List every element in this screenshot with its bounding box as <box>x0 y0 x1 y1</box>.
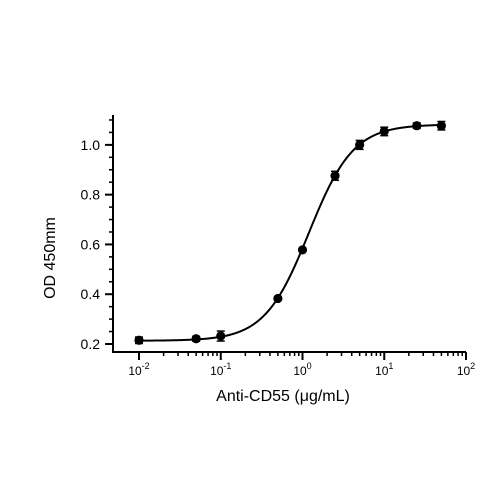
data-point <box>436 120 446 131</box>
data-point <box>330 170 340 181</box>
x-tick-label: 102 <box>457 361 475 378</box>
x-tick-label: 10-1 <box>210 361 231 378</box>
y-tick-label: 0.2 <box>81 336 101 352</box>
data-point <box>412 121 422 131</box>
fit-curve <box>139 124 442 342</box>
data-point <box>216 330 226 342</box>
y-axis-title: OD 450mm <box>42 217 59 299</box>
y-tick-label: 1.0 <box>81 137 101 153</box>
data-points-layer <box>134 120 446 345</box>
y-tick-label: 0.8 <box>81 187 101 203</box>
data-point <box>273 293 283 304</box>
point-marker <box>436 121 446 131</box>
y-tick-label: 0.4 <box>81 286 101 302</box>
point-marker <box>330 171 340 181</box>
data-point <box>297 245 308 255</box>
point-marker <box>412 121 422 131</box>
point-marker <box>355 140 365 150</box>
x-tick-label: 101 <box>375 361 393 378</box>
data-point <box>134 335 144 345</box>
y-tick-label: 0.6 <box>81 236 101 252</box>
x-tick-label: 100 <box>293 361 311 378</box>
x-axis: 10-2 10-1 100 101 102 <box>112 351 475 378</box>
data-point <box>379 126 389 137</box>
x-axis-title: Anti-CD55 (μg/mL) <box>216 388 350 405</box>
point-marker <box>379 126 389 137</box>
point-marker <box>191 334 201 344</box>
point-marker <box>273 293 283 304</box>
y-axis: 0.2 0.4 0.6 0.8 1.0 <box>81 115 114 353</box>
fit-curve-layer <box>139 124 442 342</box>
point-marker <box>134 335 144 345</box>
x-tick-label: 10-2 <box>128 361 149 378</box>
data-point <box>355 139 365 151</box>
data-point <box>191 334 201 344</box>
point-marker <box>297 245 308 255</box>
point-marker <box>216 331 226 341</box>
